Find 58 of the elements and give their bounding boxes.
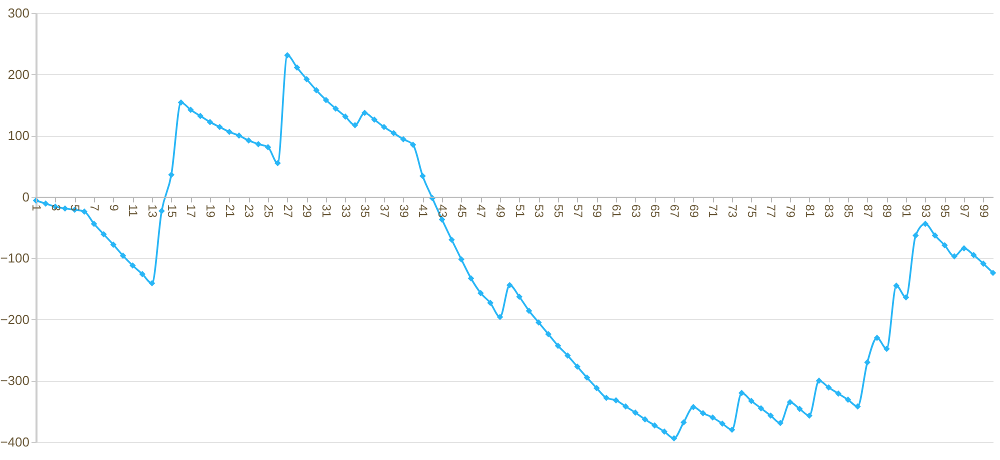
- x-tick-label: 27: [280, 204, 295, 218]
- x-tick-label: 65: [648, 204, 662, 218]
- x-tick-label: 31: [320, 204, 334, 218]
- x-tick-label: 79: [784, 204, 798, 218]
- x-tick-label: 29: [300, 204, 314, 218]
- x-tick-label: 81: [802, 204, 817, 218]
- x-tick-label: 47: [474, 204, 488, 218]
- x-tick-label: 51: [512, 204, 527, 218]
- x-tick-label: 91: [900, 204, 914, 218]
- x-tick-label: 11: [126, 204, 140, 218]
- x-tick-label: 87: [860, 204, 875, 218]
- x-tick-label: 53: [532, 204, 546, 218]
- x-tick-label: 75: [744, 204, 759, 218]
- x-tick-label: 55: [552, 204, 566, 218]
- x-tick-label: 5: [68, 204, 82, 212]
- x-tick-label: 83: [822, 204, 836, 218]
- x-tick-label: 25: [262, 204, 276, 218]
- x-tick-label: 35: [358, 204, 372, 218]
- x-tick-label: 3: [48, 204, 63, 212]
- x-tick-label: 19: [204, 204, 218, 218]
- x-tick-label: 7: [88, 204, 102, 212]
- y-tick-label: −400: [0, 434, 30, 450]
- x-tick-label: 33: [338, 204, 353, 218]
- y-tick-label: −100: [0, 250, 30, 266]
- x-tick-label: 59: [590, 204, 604, 218]
- x-tick-label: 23: [242, 204, 256, 218]
- x-tick-label: 77: [764, 204, 778, 218]
- x-tick-label: 63: [628, 204, 643, 218]
- x-tick-label: 37: [378, 204, 392, 218]
- x-tick-label: 99: [976, 204, 991, 218]
- x-tick-label: 95: [938, 204, 952, 218]
- x-tick-label: 17: [184, 204, 198, 218]
- x-tick-label: 39: [396, 204, 411, 218]
- x-tick-label: 41: [416, 204, 430, 218]
- x-tick-label: 61: [610, 204, 624, 218]
- x-tick-label: 73: [726, 204, 740, 218]
- x-tick-label: 15: [164, 204, 179, 218]
- x-tick-label: 69: [686, 204, 701, 218]
- x-tick-label: 67: [668, 204, 682, 218]
- x-tick-label: 43: [436, 204, 450, 218]
- x-tick-label: 71: [706, 204, 720, 218]
- x-tick-label: 21: [222, 204, 237, 218]
- y-tick-label: 100: [8, 128, 30, 144]
- x-tick-label: 13: [146, 204, 160, 218]
- x-tick-label: 9: [106, 204, 121, 212]
- y-tick-label: 300: [8, 6, 30, 20]
- y-tick-label: −300: [0, 373, 30, 388]
- y-tick-label: −200: [0, 312, 30, 327]
- x-tick-label: 93: [918, 204, 933, 218]
- x-tick-label: 97: [958, 204, 972, 218]
- x-tick-label: 1: [30, 204, 44, 212]
- y-tick-label: 200: [8, 66, 30, 82]
- x-tick-label: 45: [454, 204, 469, 218]
- y-tick-label: 0: [22, 189, 30, 204]
- x-tick-label: 85: [842, 204, 856, 218]
- x-tick-label: 89: [880, 204, 894, 218]
- x-tick-label: 57: [570, 204, 585, 218]
- x-tick-label: 49: [494, 204, 508, 218]
